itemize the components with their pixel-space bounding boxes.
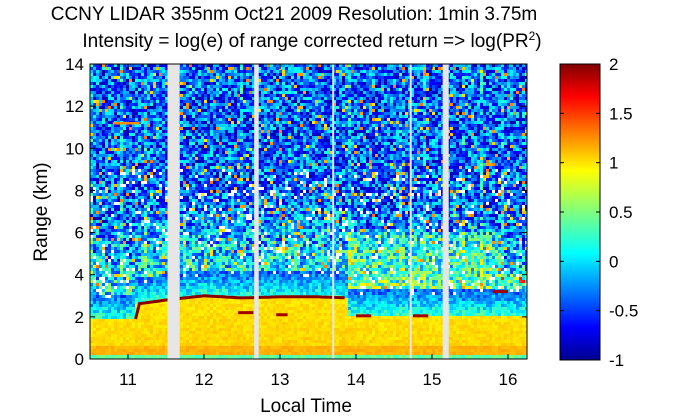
- low-cloud-segment: [356, 314, 372, 318]
- colorbar: [560, 64, 600, 360]
- low-cloud-segment: [413, 314, 429, 318]
- colorbar-tick-label: 0.5: [609, 203, 633, 222]
- x-tick-label: 16: [499, 370, 518, 389]
- data-gap-bar: [254, 64, 259, 359]
- chart-title-line2: Intensity = log(e) of range corrected re…: [82, 29, 541, 52]
- colorbar-tick-label: -1: [609, 351, 624, 370]
- y-tick-label: 4: [75, 266, 84, 285]
- low-cloud-segment: [238, 311, 254, 315]
- x-axis-label: Local Time: [260, 396, 352, 417]
- y-tick-label: 0: [75, 350, 84, 369]
- y-tick-label: 8: [75, 181, 84, 200]
- colorbar-tick-label: 1.5: [609, 104, 633, 123]
- y-tick-label: 2: [75, 308, 84, 327]
- colorbar-ticks: -1 -0.5 0 0.5 1 1.5 2: [560, 55, 638, 370]
- y-tick-label: 14: [65, 55, 84, 74]
- y-tick-label: 6: [75, 224, 84, 243]
- colorbar-tick-label: 0: [609, 252, 618, 271]
- data-gap-line: [409, 64, 412, 359]
- data-gap-bar: [442, 64, 449, 359]
- low-cloud-segment: [492, 290, 508, 294]
- x-tick-label: 11: [119, 370, 137, 389]
- x-tick-label: 13: [271, 370, 290, 389]
- colorbar-tick-label: -0.5: [609, 302, 638, 321]
- colorbar-tick-label: 1: [609, 154, 618, 173]
- x-tick-label: 15: [423, 370, 442, 389]
- chart-title-line2-sup: 2: [529, 29, 536, 43]
- y-axis-label: Range (km): [31, 162, 52, 261]
- x-tick-label: 14: [347, 370, 366, 389]
- low-cloud-segment: [276, 313, 288, 317]
- y-tick-label: 10: [65, 139, 84, 158]
- y-axis: 0 2 4 6 8 10 12 14: [65, 55, 527, 369]
- y-tick-label: 12: [65, 97, 84, 116]
- plot-frame: [89, 63, 528, 360]
- x-axis: 11 12 13 14 15 16: [119, 64, 517, 389]
- chart-title-line1: CCNY LIDAR 355nm Oct21 2009 Resolution: …: [51, 4, 538, 25]
- colorbar-tick-label: 2: [609, 55, 618, 74]
- aloft-aerosol-layer: [112, 122, 140, 125]
- chart-title-line2-prefix: Intensity = log(e) of range corrected re…: [82, 31, 528, 52]
- heatmap-area: [90, 64, 527, 359]
- chart-title-line2-suffix: ): [535, 31, 541, 52]
- x-tick-label: 12: [195, 370, 214, 389]
- data-gap-line: [332, 64, 335, 359]
- data-gap-bar: [167, 64, 180, 359]
